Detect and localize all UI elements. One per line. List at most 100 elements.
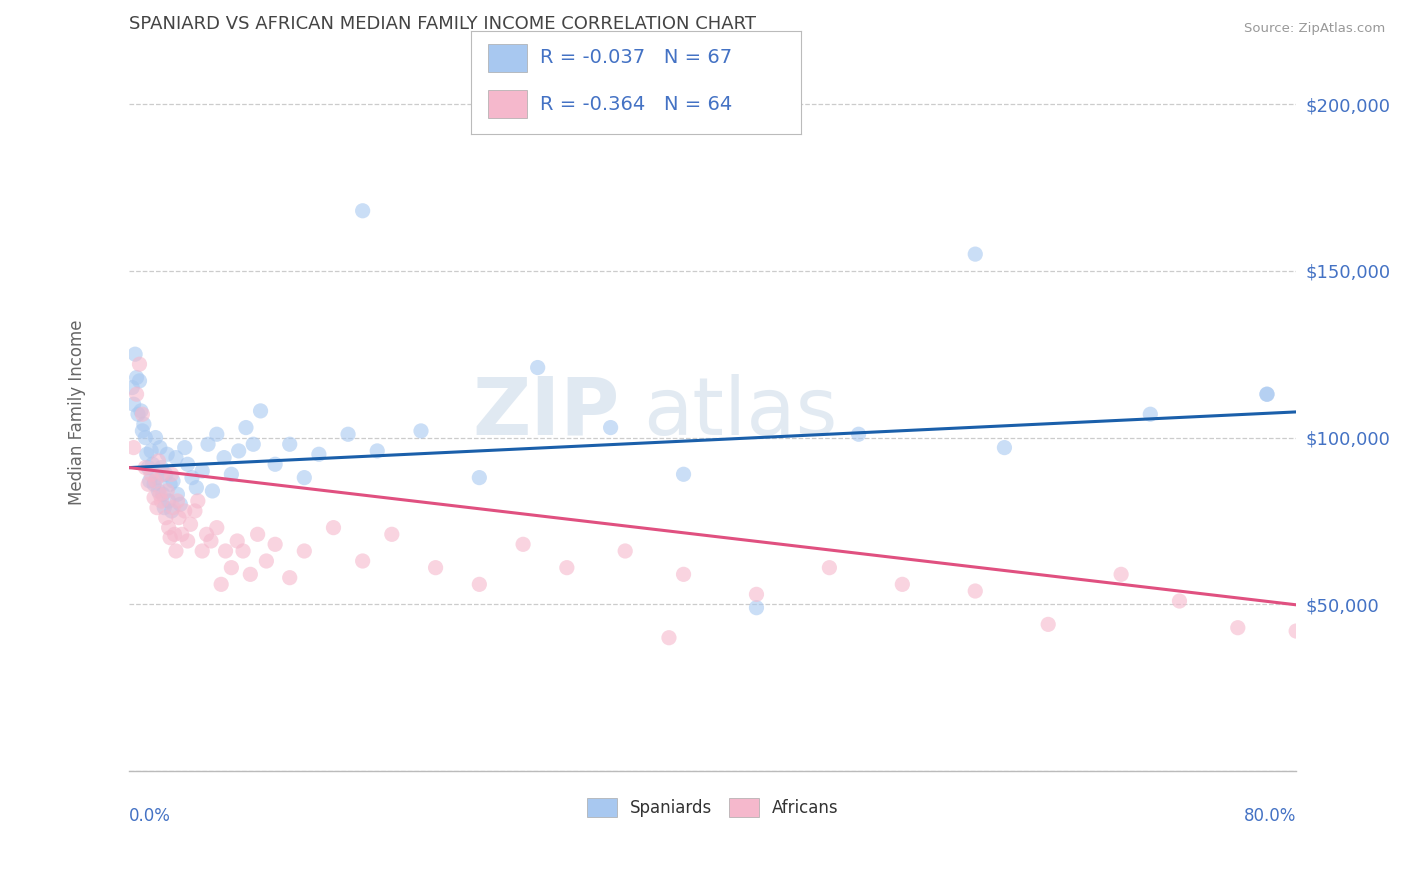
Point <box>965 247 987 261</box>
Point <box>122 441 145 455</box>
Point <box>157 494 180 508</box>
Point <box>142 457 165 471</box>
Point <box>180 517 202 532</box>
Point <box>134 460 156 475</box>
Point <box>292 470 315 484</box>
Point <box>214 544 236 558</box>
Point <box>150 494 173 508</box>
Point <box>191 544 214 558</box>
Point <box>165 450 187 465</box>
Point <box>425 560 447 574</box>
Point <box>195 527 218 541</box>
Point <box>165 544 187 558</box>
Point <box>242 437 264 451</box>
Text: R = -0.037   N = 67: R = -0.037 N = 67 <box>540 48 733 68</box>
Point <box>156 483 179 498</box>
Point <box>352 554 374 568</box>
Point <box>181 470 204 484</box>
Point <box>292 544 315 558</box>
Point <box>232 544 254 558</box>
Point <box>124 347 146 361</box>
Point <box>526 360 548 375</box>
Point <box>226 533 249 548</box>
Point <box>143 491 166 505</box>
Point <box>891 577 914 591</box>
Point <box>264 537 287 551</box>
Point <box>1139 407 1161 421</box>
Point <box>1256 387 1278 401</box>
Point <box>163 527 186 541</box>
Text: atlas: atlas <box>643 374 837 451</box>
Point <box>672 567 695 582</box>
Point <box>409 424 432 438</box>
Point <box>149 487 172 501</box>
Point <box>169 497 191 511</box>
Point <box>278 437 301 451</box>
Point <box>156 447 179 461</box>
Point <box>160 467 183 482</box>
Point <box>205 521 228 535</box>
Point <box>145 431 167 445</box>
Point <box>141 444 163 458</box>
FancyBboxPatch shape <box>488 90 527 119</box>
Point <box>146 470 169 484</box>
Point <box>264 457 287 471</box>
Point <box>201 483 224 498</box>
Point <box>246 527 269 541</box>
Point <box>146 500 169 515</box>
Point <box>160 504 183 518</box>
Point <box>1226 621 1249 635</box>
Point <box>121 380 143 394</box>
Point <box>965 584 987 599</box>
Legend: Spaniards, Africans: Spaniards, Africans <box>579 791 845 823</box>
Point <box>249 404 271 418</box>
Point <box>614 544 637 558</box>
Point <box>148 483 170 498</box>
Point <box>1038 617 1060 632</box>
Point <box>145 474 167 488</box>
Point <box>599 420 621 434</box>
Point <box>153 500 176 515</box>
Text: Median Family Income: Median Family Income <box>67 320 86 506</box>
Point <box>308 447 330 461</box>
Point <box>235 420 257 434</box>
Point <box>322 521 344 535</box>
Point <box>141 467 163 482</box>
Point <box>205 427 228 442</box>
Point <box>173 504 195 518</box>
Point <box>128 374 150 388</box>
Point <box>1168 594 1191 608</box>
Point <box>159 531 181 545</box>
Text: R = -0.364   N = 64: R = -0.364 N = 64 <box>540 95 733 113</box>
Point <box>186 481 208 495</box>
Point <box>1109 567 1132 582</box>
Point <box>135 447 157 461</box>
Point <box>125 387 148 401</box>
Point <box>818 560 841 574</box>
Point <box>512 537 534 551</box>
Point <box>136 477 159 491</box>
Point <box>197 437 219 451</box>
Point <box>150 460 173 475</box>
Point <box>993 441 1015 455</box>
Point <box>143 477 166 491</box>
Point <box>129 404 152 418</box>
Point <box>254 554 277 568</box>
Point <box>187 494 209 508</box>
Point <box>159 477 181 491</box>
Point <box>221 467 243 482</box>
Point <box>152 487 174 501</box>
Point <box>228 444 250 458</box>
Point <box>162 500 184 515</box>
Point <box>138 474 160 488</box>
Point <box>152 467 174 482</box>
Point <box>134 431 156 445</box>
Point <box>166 487 188 501</box>
Point <box>173 441 195 455</box>
Point <box>212 450 235 465</box>
Point <box>745 587 768 601</box>
Point <box>848 427 870 442</box>
Point <box>125 370 148 384</box>
Point <box>200 533 222 548</box>
Point <box>132 417 155 432</box>
